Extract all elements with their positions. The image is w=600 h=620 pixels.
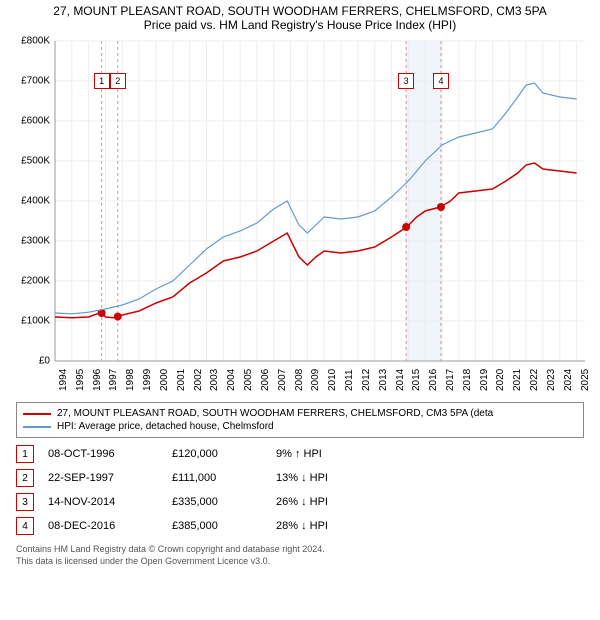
chart-area: £0 £100K £200K £300K £400K £500K £600K £700K £80… [10, 36, 590, 396]
transaction-row: 1 08-OCT-1996 £120,000 9% ↑ HPI [16, 442, 584, 466]
legend-swatch [23, 426, 51, 428]
x-axis-label: 2014 [395, 369, 406, 391]
x-axis-label: 2002 [193, 369, 204, 391]
footer-line2: This data is licensed under the Open Gov… [16, 556, 584, 568]
transaction-hpi: 9% ↑ HPI [276, 448, 396, 460]
x-axis-label: 2001 [176, 369, 187, 391]
x-axis-label: 2012 [361, 369, 372, 391]
transaction-price: £120,000 [172, 448, 262, 460]
x-axis-label: 2004 [226, 369, 237, 391]
y-axis-label: £700K [10, 76, 50, 87]
y-axis-label: £600K [10, 116, 50, 127]
x-axis-label: 1995 [75, 369, 86, 391]
transaction-date: 14-NOV-2014 [48, 496, 158, 508]
transaction-number-box: 3 [16, 493, 34, 511]
transaction-price: £111,000 [172, 472, 262, 484]
y-axis-label: £400K [10, 196, 50, 207]
marker-box: 4 [433, 73, 449, 89]
transaction-row: 3 14-NOV-2014 £335,000 26% ↓ HPI [16, 490, 584, 514]
x-axis-label: 2023 [546, 369, 557, 391]
chart-subtitle: Price paid vs. HM Land Registry's House … [0, 18, 600, 36]
transaction-date: 08-OCT-1996 [48, 448, 158, 460]
chart-title: 27, MOUNT PLEASANT ROAD, SOUTH WOODHAM F… [0, 0, 600, 18]
x-axis-label: 1999 [142, 369, 153, 391]
transaction-hpi: 13% ↓ HPI [276, 472, 396, 484]
x-axis-label: 2022 [529, 369, 540, 391]
x-axis-label: 2024 [563, 369, 574, 391]
footer-line1: Contains HM Land Registry data © Crown c… [16, 544, 584, 556]
transaction-price: £335,000 [172, 496, 262, 508]
x-axis-label: 2016 [428, 369, 439, 391]
x-axis-label: 1998 [125, 369, 136, 391]
chart-container: 27, MOUNT PLEASANT ROAD, SOUTH WOODHAM F… [0, 0, 600, 567]
x-axis-label: 2009 [310, 369, 321, 391]
x-axis-label: 2000 [159, 369, 170, 391]
transactions-table: 1 08-OCT-1996 £120,000 9% ↑ HPI 2 22-SEP-1997… [16, 442, 584, 538]
x-axis-label: 2013 [378, 369, 389, 391]
x-axis-label: 2006 [260, 369, 271, 391]
legend-box: 27, MOUNT PLEASANT ROAD, SOUTH WOODHAM F… [16, 402, 584, 438]
footer-text: Contains HM Land Registry data © Crown c… [16, 544, 584, 567]
x-axis-label: 2005 [243, 369, 254, 391]
legend-item: 27, MOUNT PLEASANT ROAD, SOUTH WOODHAM F… [23, 407, 577, 420]
x-axis-label: 2008 [294, 369, 305, 391]
x-axis-label: 2007 [277, 369, 288, 391]
x-axis-label: 2011 [344, 369, 355, 391]
marker-box: 2 [110, 73, 126, 89]
chart-svg [55, 41, 585, 361]
x-axis-label: 2021 [512, 369, 523, 391]
transaction-hpi: 28% ↓ HPI [276, 520, 396, 532]
legend-swatch [23, 413, 51, 415]
x-axis-label: 2018 [462, 369, 473, 391]
x-axis-label: 2020 [495, 369, 506, 391]
x-axis-label: 2015 [411, 369, 422, 391]
x-axis-label: 1994 [58, 369, 69, 391]
transaction-number-box: 1 [16, 445, 34, 463]
x-axis-label: 2003 [209, 369, 220, 391]
transaction-price: £385,000 [172, 520, 262, 532]
x-axis-label: 2025 [580, 369, 591, 391]
transaction-date: 08-DEC-2016 [48, 520, 158, 532]
y-axis-label: £800K [10, 36, 50, 47]
y-axis-label: £100K [10, 316, 50, 327]
marker-box: 3 [398, 73, 414, 89]
transaction-row: 2 22-SEP-1997 £111,000 13% ↓ HPI [16, 466, 584, 490]
transaction-number-box: 4 [16, 517, 34, 535]
transaction-row: 4 08-DEC-2016 £385,000 28% ↓ HPI [16, 514, 584, 538]
x-axis-label: 2019 [479, 369, 490, 391]
x-axis-label: 2017 [445, 369, 456, 391]
y-axis-label: £500K [10, 156, 50, 167]
transaction-date: 22-SEP-1997 [48, 472, 158, 484]
transaction-number-box: 2 [16, 469, 34, 487]
x-axis-label: 1997 [108, 369, 119, 391]
marker-box: 1 [94, 73, 110, 89]
transaction-hpi: 26% ↓ HPI [276, 496, 396, 508]
legend-label: 27, MOUNT PLEASANT ROAD, SOUTH WOODHAM F… [57, 408, 493, 419]
x-axis-label: 2010 [327, 369, 338, 391]
y-axis-label: £0 [10, 356, 50, 367]
legend-item: HPI: Average price, detached house, Chel… [23, 420, 577, 433]
y-axis-label: £300K [10, 236, 50, 247]
legend-label: HPI: Average price, detached house, Chel… [57, 421, 274, 432]
x-axis-label: 1996 [92, 369, 103, 391]
y-axis-label: £200K [10, 276, 50, 287]
